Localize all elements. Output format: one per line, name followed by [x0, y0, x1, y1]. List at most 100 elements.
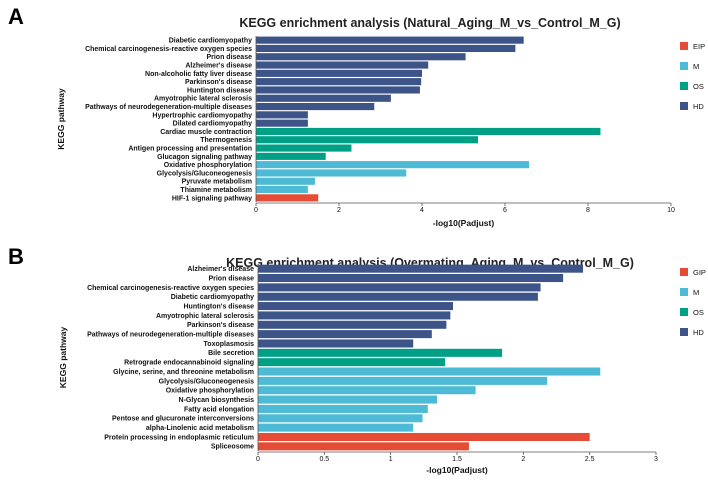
bar: [256, 185, 308, 194]
y-axis-title: KEGG pathway: [58, 327, 68, 389]
category-label: Huntington's disease: [183, 303, 254, 310]
bar: [258, 339, 414, 348]
category-label: HIF-1 signaling pathway: [172, 195, 252, 202]
legend-label: HD: [693, 328, 704, 337]
bar: [258, 348, 503, 357]
bar: [258, 423, 414, 432]
bar: [258, 367, 601, 376]
bar: [258, 414, 423, 423]
category-label: Chemical carcinogenesis-reactive oxygen …: [85, 46, 252, 53]
bar: [256, 44, 516, 53]
x-axis-title: -log10(Padjust): [426, 465, 488, 475]
bar: [256, 86, 420, 94]
bar: [256, 102, 375, 111]
category-label: Alzheimer's disease: [185, 62, 252, 69]
legend-swatch: [680, 308, 688, 316]
category-label: Oxidative phosphorylation: [166, 388, 254, 395]
category-label: Parkinson's disease: [187, 322, 254, 329]
category-label: Spliceosome: [211, 444, 254, 451]
category-label: Dilated cardiomyopathy: [173, 121, 252, 128]
bar: [258, 432, 590, 441]
category-label: Fatty acid elongation: [184, 406, 254, 413]
bar: [256, 194, 319, 202]
category-label: Alzheimer's disease: [187, 266, 254, 273]
bar: [258, 274, 564, 283]
bar: [258, 442, 469, 451]
category-label: Prion disease: [208, 275, 254, 282]
legend-swatch: [680, 42, 688, 50]
panel-letter: A: [8, 4, 24, 29]
bar: [256, 127, 601, 136]
bar: [258, 330, 432, 339]
bar: [256, 61, 429, 69]
category-label: Amyotrophic lateral sclerosis: [156, 313, 254, 320]
category-label: Glycolysis/Gluconeogenesis: [159, 378, 254, 385]
panel-letter: B: [8, 244, 24, 269]
bar: [256, 161, 530, 169]
legend-swatch: [680, 102, 688, 110]
bar: [256, 169, 407, 177]
bar: [256, 152, 326, 160]
category-label: Prion disease: [206, 54, 252, 61]
bar: [258, 386, 476, 395]
x-tick-label: 0: [254, 207, 258, 214]
bar: [256, 111, 308, 119]
x-tick-label: 0.5: [319, 456, 329, 463]
category-label: Glycolysis/Gluconeogenesis: [157, 170, 252, 177]
category-label: Parkinson's disease: [185, 79, 252, 86]
x-tick-label: 2: [521, 456, 525, 463]
category-label: Amyotrophic lateral sclerosis: [154, 96, 252, 103]
x-tick-label: 6: [503, 207, 507, 214]
legend-label: EIP: [693, 42, 705, 51]
bar: [256, 36, 524, 44]
x-tick-label: 1.5: [452, 456, 462, 463]
bar: [256, 177, 315, 185]
category-label: Hypertrophic cardiomyopathy: [152, 112, 252, 119]
category-label: Pentose and glucuronate interconversions: [112, 416, 254, 423]
category-label: Pathways of neurodegeneration-multiple d…: [87, 332, 254, 339]
x-tick-label: 3: [654, 456, 658, 463]
x-tick-label: 1: [389, 456, 393, 463]
x-tick-label: 0: [256, 456, 260, 463]
y-axis-title: KEGG pathway: [56, 88, 66, 150]
bar: [256, 78, 422, 86]
category-label: Thermogenesis: [200, 137, 252, 144]
bar: [258, 320, 447, 329]
legend-swatch: [680, 328, 688, 336]
x-tick-label: 8: [586, 207, 590, 214]
bar: [258, 292, 538, 301]
bar: [258, 376, 548, 385]
category-label: Toxoplasmosis: [204, 341, 255, 348]
x-axis-title: -log10(Padjust): [433, 218, 495, 228]
category-label: Glycine, serine, and threonine metabolis…: [113, 369, 254, 376]
panel-b: B KEGG enrichment analysis (Overmating_A…: [0, 240, 708, 480]
x-tick-label: 10: [667, 207, 675, 214]
legend-label: HD: [693, 102, 704, 111]
legend-label: M: [693, 288, 699, 297]
category-label: Oxidative phosphorylation: [164, 162, 252, 169]
chart-b-svg: Alzheimer's disease Prion disease Chemical…: [58, 264, 706, 475]
bar: [256, 144, 352, 152]
legend-swatch: [680, 288, 688, 296]
chart-title: KEGG enrichment analysis (Natural_Aging_…: [239, 16, 621, 30]
bar: [258, 404, 428, 413]
category-label: Bile secretion: [208, 350, 254, 357]
category-label: Glucagon signaling pathway: [157, 154, 252, 161]
category-label: Cardiac muscle contraction: [160, 129, 252, 136]
bar: [256, 94, 391, 102]
category-label: Protein processing in endoplasmic reticu…: [104, 434, 254, 441]
category-label: Non-alcoholic fatty liver disease: [145, 71, 252, 78]
category-label: Retrograde endocannabinoid signaling: [124, 360, 254, 367]
bar: [258, 311, 451, 320]
bar: [258, 264, 584, 273]
bar: [258, 302, 454, 311]
legend-label: OS: [693, 82, 704, 91]
category-label: Thiamine metabolism: [180, 187, 252, 194]
bar: [256, 69, 422, 77]
bar: [258, 283, 541, 292]
x-tick-label: 4: [420, 207, 424, 214]
category-label: Pathways of neurodegeneration-multiple d…: [85, 104, 252, 111]
category-label: Pyruvate metabolism: [182, 179, 252, 186]
bar: [256, 136, 479, 144]
